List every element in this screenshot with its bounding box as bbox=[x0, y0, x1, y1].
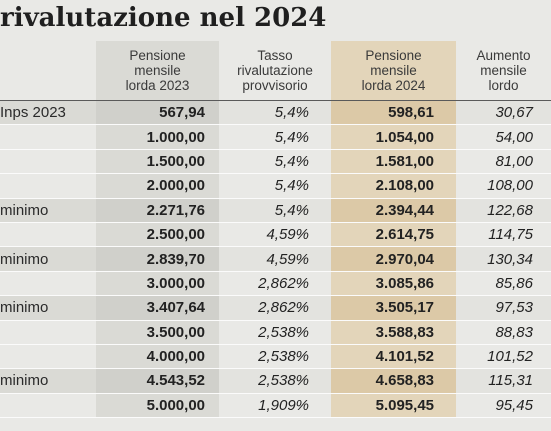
cell-aumento: 101,52 bbox=[456, 344, 551, 370]
cell-aumento: 88,83 bbox=[456, 320, 551, 345]
row-label: minimo bbox=[0, 295, 96, 321]
cell-pensione-2023: 1.000,00 bbox=[96, 124, 219, 150]
cell-pensione-2023: 2.000,00 bbox=[96, 173, 219, 199]
cell-tasso: 5,4% bbox=[219, 198, 331, 223]
row-label bbox=[0, 271, 96, 297]
cell-tasso: 5,4% bbox=[219, 149, 331, 175]
cell-pensione-2024: 3.085,86 bbox=[331, 271, 456, 297]
cell-pensione-2023: 4.000,00 bbox=[96, 344, 219, 370]
cell-pensione-2024: 3.505,17 bbox=[331, 295, 456, 321]
cell-pensione-2023: 3.500,00 bbox=[96, 320, 219, 345]
cell-pensione-2024: 598,61 bbox=[331, 100, 456, 126]
cell-pensione-2023: 3.000,00 bbox=[96, 271, 219, 297]
row-label bbox=[0, 124, 96, 150]
table-row: 1.500,00 5,4% 1.581,00 81,00 bbox=[0, 149, 551, 175]
header-pensione-2023: Pensione mensile lorda 2023 bbox=[96, 41, 219, 101]
cell-tasso: 2,862% bbox=[219, 295, 331, 321]
cell-aumento: 54,00 bbox=[456, 124, 551, 150]
cell-pensione-2023: 4.543,52 bbox=[96, 368, 219, 394]
cell-pensione-2023: 567,94 bbox=[96, 100, 219, 126]
cell-pensione-2024: 2.394,44 bbox=[331, 198, 456, 223]
cell-tasso: 5,4% bbox=[219, 100, 331, 126]
cell-pensione-2023: 5.000,00 bbox=[96, 393, 219, 419]
cell-tasso: 4,59% bbox=[219, 222, 331, 248]
cell-tasso: 2,538% bbox=[219, 368, 331, 394]
table-row: 3.000,00 2,862% 3.085,86 85,86 bbox=[0, 271, 551, 297]
table-row: 3.500,00 2,538% 3.588,83 88,83 bbox=[0, 320, 551, 345]
cell-aumento: 95,45 bbox=[456, 393, 551, 419]
table-row: minimo 2.839,70 4,59% 2.970,04 130,34 bbox=[0, 246, 551, 272]
cell-tasso: 5,4% bbox=[219, 124, 331, 150]
table-row: minimo 4.543,52 2,538% 4.658,83 115,31 bbox=[0, 368, 551, 394]
table-row: 5.000,00 1,909% 5.095,45 95,45 bbox=[0, 393, 551, 419]
table-row: 2.000,00 5,4% 2.108,00 108,00 bbox=[0, 173, 551, 199]
cell-pensione-2024: 3.588,83 bbox=[331, 320, 456, 345]
row-label: minimo bbox=[0, 368, 96, 394]
cell-aumento: 30,67 bbox=[456, 100, 551, 126]
pension-table: Pensione mensile lorda 2023 Tasso rivalutazi… bbox=[0, 41, 551, 419]
row-label bbox=[0, 173, 96, 199]
row-label bbox=[0, 393, 96, 419]
row-label bbox=[0, 320, 96, 345]
cell-pensione-2024: 4.658,83 bbox=[331, 368, 456, 394]
cell-pensione-2024: 4.101,52 bbox=[331, 344, 456, 370]
row-label: minimo bbox=[0, 246, 96, 272]
cell-pensione-2023: 2.500,00 bbox=[96, 222, 219, 248]
table-row: minimo 3.407,64 2,862% 3.505,17 97,53 bbox=[0, 295, 551, 321]
cell-aumento: 81,00 bbox=[456, 149, 551, 175]
header-aumento-mensile: Aumento mensile lordo bbox=[456, 41, 551, 101]
cell-pensione-2023: 1.500,00 bbox=[96, 149, 219, 175]
cell-tasso: 2,862% bbox=[219, 271, 331, 297]
cell-tasso: 2,538% bbox=[219, 344, 331, 370]
cell-aumento: 122,68 bbox=[456, 198, 551, 223]
cell-pensione-2024: 2.614,75 bbox=[331, 222, 456, 248]
row-label bbox=[0, 222, 96, 248]
cell-aumento: 130,34 bbox=[456, 246, 551, 272]
table-body: Inps 2023 567,94 5,4% 598,61 30,67 1.000,00 5,… bbox=[0, 100, 551, 419]
cell-pensione-2023: 3.407,64 bbox=[96, 295, 219, 321]
cell-pensione-2024: 1.581,00 bbox=[331, 149, 456, 175]
cell-aumento: 115,31 bbox=[456, 368, 551, 394]
cell-aumento: 108,00 bbox=[456, 173, 551, 199]
row-label bbox=[0, 149, 96, 175]
table-row: 4.000,00 2,538% 4.101,52 101,52 bbox=[0, 344, 551, 370]
cell-pensione-2023: 2.839,70 bbox=[96, 246, 219, 272]
table-row: Inps 2023 567,94 5,4% 598,61 30,67 bbox=[0, 100, 551, 126]
header-pensione-2024: Pensione mensile lorda 2024 bbox=[331, 41, 456, 101]
cell-tasso: 1,909% bbox=[219, 393, 331, 419]
row-label: Inps 2023 bbox=[0, 100, 96, 126]
cell-tasso: 2,538% bbox=[219, 320, 331, 345]
header-row: Pensione mensile lorda 2023 Tasso rivalutazi… bbox=[0, 41, 551, 101]
header-label-column bbox=[0, 41, 96, 101]
row-label: minimo bbox=[0, 198, 96, 223]
table-row: minimo 2.271,76 5,4% 2.394,44 122,68 bbox=[0, 198, 551, 223]
table-row: 2.500,00 4,59% 2.614,75 114,75 bbox=[0, 222, 551, 248]
table-row: 1.000,00 5,4% 1.054,00 54,00 bbox=[0, 124, 551, 150]
cell-pensione-2023: 2.271,76 bbox=[96, 198, 219, 223]
cell-tasso: 5,4% bbox=[219, 173, 331, 199]
cell-aumento: 114,75 bbox=[456, 222, 551, 248]
row-label bbox=[0, 344, 96, 370]
cell-pensione-2024: 2.108,00 bbox=[331, 173, 456, 199]
table-title: rivalutazione nel 2024 bbox=[0, 3, 327, 33]
header-tasso-rivalutazione: Tasso rivalutazione provvisorio bbox=[219, 41, 331, 101]
cell-aumento: 85,86 bbox=[456, 271, 551, 297]
cell-tasso: 4,59% bbox=[219, 246, 331, 272]
cell-pensione-2024: 2.970,04 bbox=[331, 246, 456, 272]
cell-pensione-2024: 5.095,45 bbox=[331, 393, 456, 419]
cell-aumento: 97,53 bbox=[456, 295, 551, 321]
cell-pensione-2024: 1.054,00 bbox=[331, 124, 456, 150]
